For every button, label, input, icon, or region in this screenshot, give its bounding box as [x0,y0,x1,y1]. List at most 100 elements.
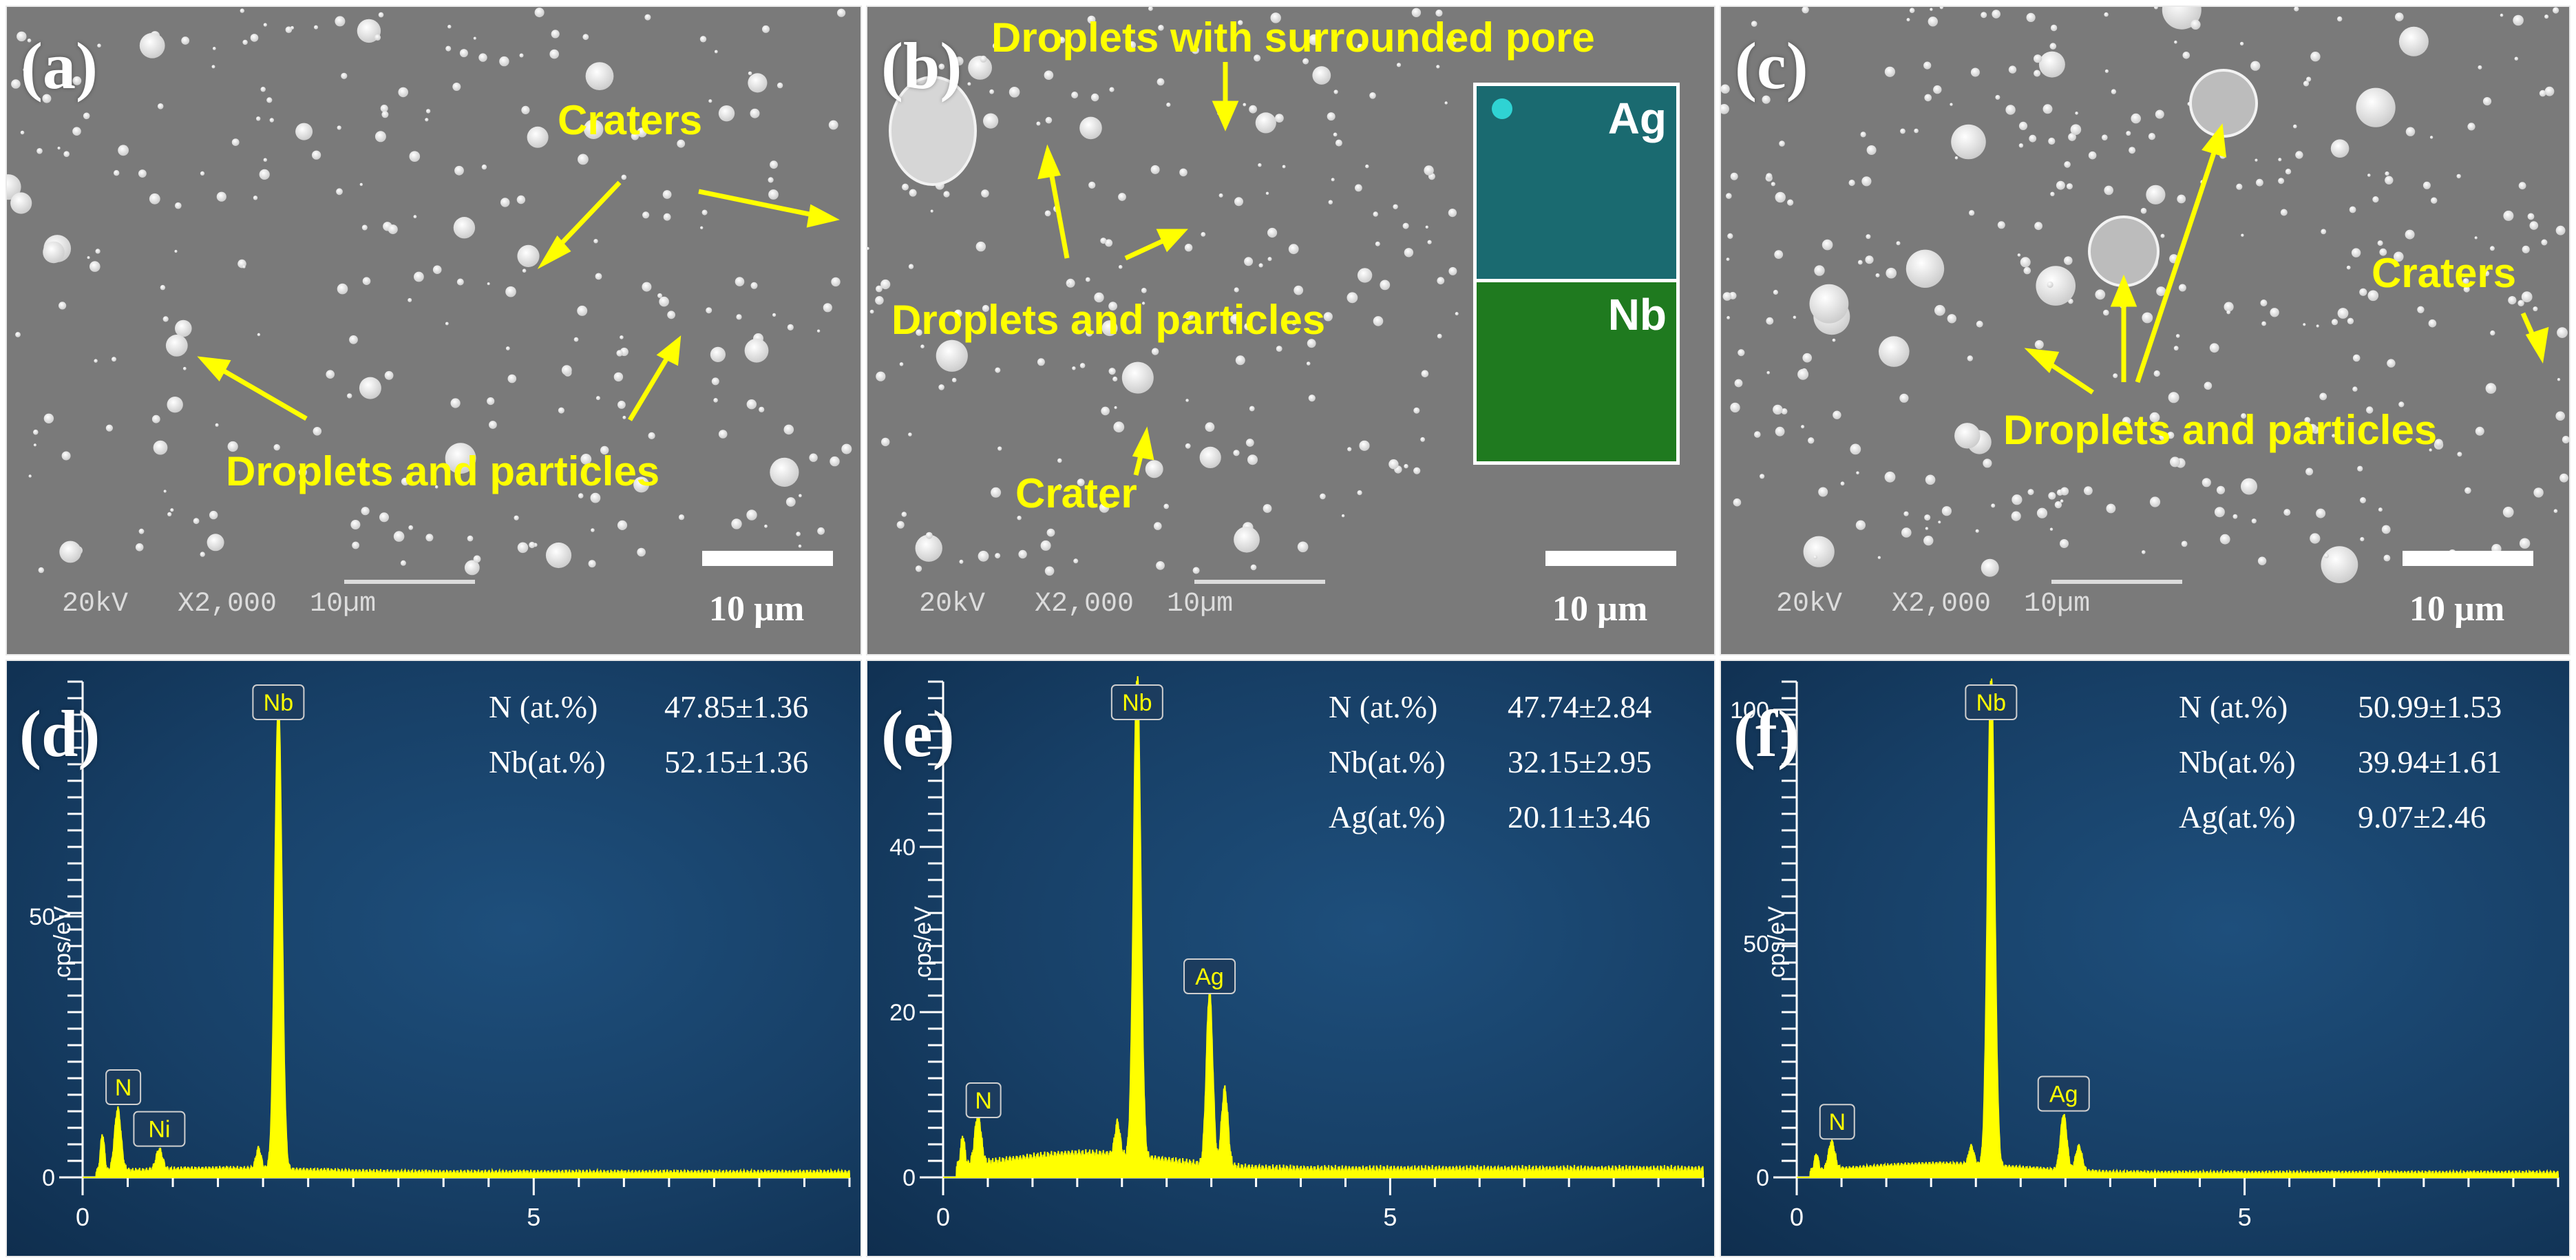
droplet [1900,128,1905,134]
droplet [981,189,989,198]
droplet [1233,450,1240,456]
droplet [1760,474,1765,479]
droplet [876,371,886,381]
droplet [94,359,98,363]
droplet [2517,300,2524,306]
droplet [2405,229,2415,240]
droplet [1150,165,1160,174]
droplet [1850,443,1861,455]
peak-label: Nb [264,690,293,716]
droplet [2553,509,2558,513]
droplet [1141,302,1146,305]
droplet [517,542,529,554]
droplet [908,432,912,437]
droplet [991,487,1002,498]
droplet [2478,65,2482,70]
droplet [809,453,818,462]
droplet [1156,561,1165,570]
droplet [450,398,461,408]
droplet [2017,253,2021,257]
droplet [1402,222,1409,229]
droplet [1939,7,1943,10]
droplet [1751,21,1757,27]
sem-panel-a: (a) Craters Droplets and particles 10 µm… [6,6,862,655]
droplet [637,547,646,557]
droplet [1267,257,1272,262]
droplet [2204,381,2213,390]
droplet [1235,355,1245,366]
droplet [902,183,909,191]
droplet [1877,556,1881,559]
droplet [2140,207,2147,214]
droplet [1793,315,1797,319]
droplet [447,25,452,29]
droplet [10,192,32,214]
droplet [175,202,182,209]
droplet [445,443,476,474]
droplet [2332,434,2336,438]
droplet [593,239,598,244]
droplet [1396,63,1402,67]
droplet [1437,277,1445,285]
droplet [1244,257,1254,266]
droplet [514,515,519,521]
droplet [1201,232,1206,237]
droplet [2190,19,2201,30]
droplet [2337,16,2343,22]
droplet [1424,165,1434,176]
y-tick-label: 0 [1756,1165,1769,1191]
droplet [2462,278,2469,284]
droplet [2347,317,2354,324]
droplet [1258,163,1262,167]
comp-label-e-1: Nb(at.%) [1329,744,1446,779]
droplet [1726,258,1730,261]
droplet [2050,191,2055,196]
peak-label: Nb [1976,690,2006,716]
droplet [2319,392,2327,401]
sem-panel-b: (b) Droplets with surrounded pore Drople… [866,6,1715,655]
droplet [83,112,90,120]
droplet [620,335,624,339]
droplet [2102,134,2108,140]
droplet [1036,121,1041,126]
droplet [1865,255,1874,264]
droplet [633,476,650,493]
droplet [2005,105,2016,115]
droplet [2428,319,2437,328]
droplet [777,82,783,89]
droplet [1814,265,1825,276]
droplet [1444,101,1448,105]
droplet [1954,423,1981,449]
droplet [182,366,187,370]
droplet [473,555,481,563]
droplet [711,377,719,386]
droplet [295,123,313,140]
droplet [1389,459,1399,470]
droplet [2330,139,2350,158]
droplet [1267,227,1278,238]
droplet [2489,246,2495,251]
droplet [783,424,794,435]
droplet [312,150,321,160]
droplet [2316,508,2326,518]
droplet [1359,440,1370,451]
droplet [2038,51,2065,78]
droplet [2293,124,2297,129]
droplet [298,468,307,477]
droplet [2064,256,2073,265]
droplet [1247,454,1258,465]
inset-nb-label: Nb [1607,290,1667,339]
droplet [242,265,246,269]
droplet [2352,354,2361,362]
droplet [380,105,388,112]
droplet [2049,527,2054,531]
droplet [459,49,468,58]
droplet [1234,287,1239,293]
droplet [2395,12,2404,21]
droplet [2306,76,2312,82]
droplet [1941,506,1952,516]
droplet [1861,176,1872,187]
droplet [1335,139,1342,147]
droplet [336,188,343,196]
droplet [2310,52,2321,62]
